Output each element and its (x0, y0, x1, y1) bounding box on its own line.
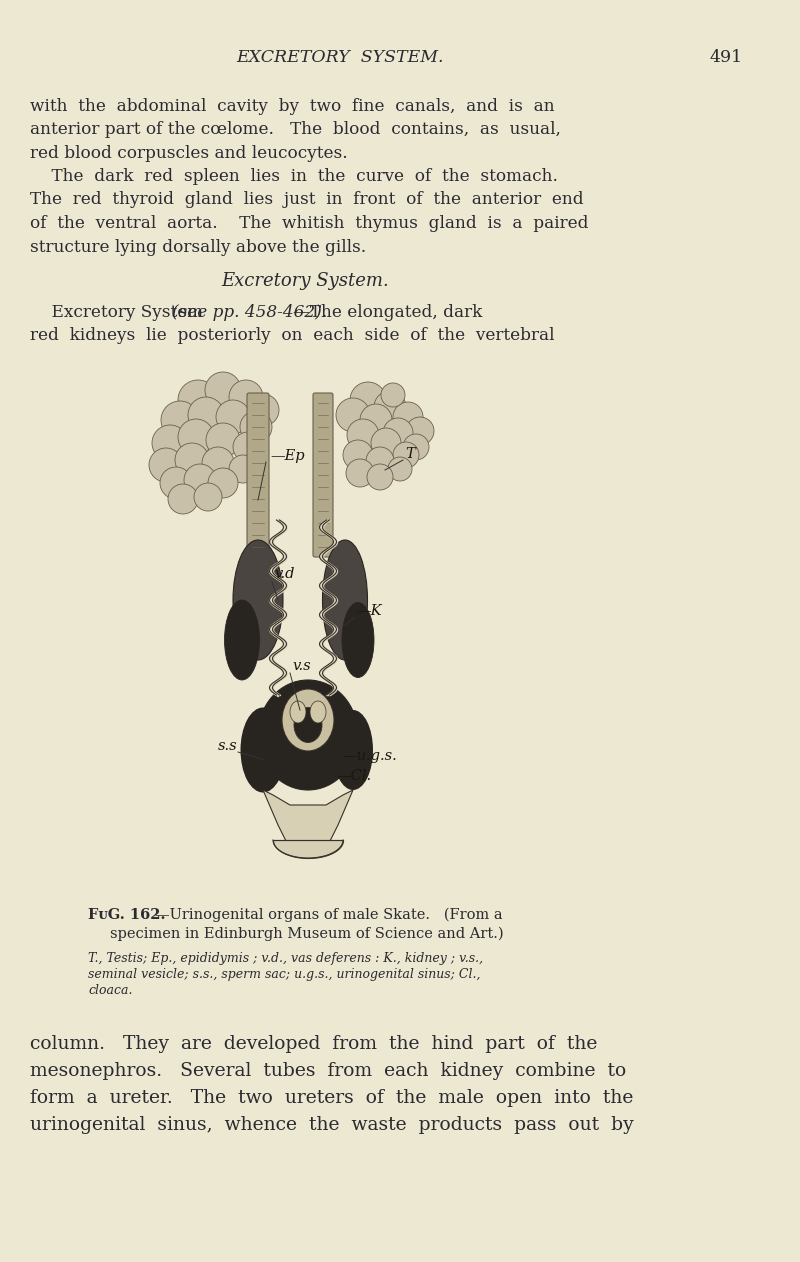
Text: anterior part of the cœlome.   The  blood  contains,  as  usual,: anterior part of the cœlome. The blood c… (30, 121, 561, 139)
Text: v.d: v.d (274, 567, 294, 581)
Text: red blood corpuscles and leucocytes.: red blood corpuscles and leucocytes. (30, 145, 348, 162)
Circle shape (403, 434, 429, 461)
Circle shape (161, 401, 199, 439)
Text: red  kidneys  lie  posteriorly  on  each  side  of  the  vertebral: red kidneys lie posteriorly on each side… (30, 328, 554, 345)
Circle shape (381, 382, 405, 408)
Circle shape (343, 440, 373, 469)
Circle shape (160, 467, 192, 498)
Ellipse shape (241, 708, 286, 793)
Text: —The elongated, dark: —The elongated, dark (293, 304, 482, 321)
Circle shape (194, 483, 222, 511)
Ellipse shape (290, 700, 306, 723)
Circle shape (175, 443, 209, 477)
FancyBboxPatch shape (313, 392, 333, 557)
Text: EXCRETORY  SYSTEM.: EXCRETORY SYSTEM. (236, 48, 444, 66)
Text: —Urinogenital organs of male Skate.   (From a: —Urinogenital organs of male Skate. (Fro… (155, 907, 502, 923)
Circle shape (336, 398, 370, 432)
Text: T., Testis; Ep., epididymis ; v.d., vas deferens : K., kidney ; v.s.,: T., Testis; Ep., epididymis ; v.d., vas … (88, 952, 483, 965)
Ellipse shape (322, 540, 367, 660)
Ellipse shape (333, 711, 373, 790)
Circle shape (202, 447, 234, 480)
Circle shape (178, 380, 218, 420)
Circle shape (366, 447, 394, 475)
Circle shape (208, 468, 238, 498)
Text: The  red  thyroid  gland  lies  just  in  front  of  the  anterior  end: The red thyroid gland lies just in front… (30, 192, 584, 208)
Text: specimen in Edinburgh Museum of Science and Art.): specimen in Edinburgh Museum of Science … (110, 928, 504, 941)
Circle shape (229, 456, 257, 483)
Text: —Ep: —Ep (270, 449, 305, 463)
Text: T: T (405, 447, 414, 461)
Text: mesonephros.   Several  tubes  from  each  kidney  combine  to: mesonephros. Several tubes from each kid… (30, 1063, 626, 1080)
Text: FᴜG. 162.: FᴜG. 162. (88, 907, 166, 923)
Circle shape (149, 448, 183, 482)
Circle shape (152, 425, 188, 461)
Circle shape (229, 380, 263, 414)
Text: The  dark  red  spleen  lies  in  the  curve  of  the  stomach.: The dark red spleen lies in the curve of… (30, 168, 558, 186)
Circle shape (388, 457, 412, 481)
Text: —K: —K (356, 604, 382, 618)
Circle shape (393, 403, 423, 432)
Ellipse shape (258, 680, 358, 790)
Text: Excretory System: Excretory System (30, 304, 209, 321)
Text: (see pp. 458-462).: (see pp. 458-462). (172, 304, 327, 321)
Text: Excretory System.: Excretory System. (221, 273, 389, 290)
Circle shape (168, 485, 198, 514)
Ellipse shape (310, 700, 326, 723)
Text: of  the  ventral  aorta.    The  whitish  thymus  gland  is  a  paired: of the ventral aorta. The whitish thymus… (30, 215, 589, 232)
Circle shape (374, 391, 406, 423)
Text: form  a  ureter.   The  two  ureters  of  the  male  open  into  the: form a ureter. The two ureters of the ma… (30, 1089, 634, 1107)
Circle shape (360, 404, 392, 435)
Circle shape (206, 423, 240, 457)
Circle shape (367, 464, 393, 490)
Circle shape (406, 416, 434, 445)
Text: urinogenital  sinus,  whence  the  waste  products  pass  out  by: urinogenital sinus, whence the waste pro… (30, 1116, 634, 1135)
Ellipse shape (282, 689, 334, 751)
Text: s.s: s.s (218, 740, 238, 753)
Circle shape (350, 382, 386, 418)
Circle shape (247, 394, 279, 427)
Ellipse shape (233, 540, 283, 660)
Ellipse shape (342, 602, 374, 678)
Circle shape (383, 418, 413, 448)
Circle shape (347, 419, 379, 451)
Text: v.s: v.s (292, 659, 310, 673)
Text: cloaca.: cloaca. (88, 984, 133, 997)
Circle shape (240, 411, 272, 443)
FancyBboxPatch shape (247, 392, 269, 557)
Polygon shape (263, 790, 353, 846)
Circle shape (233, 432, 263, 462)
Text: 491: 491 (710, 48, 743, 66)
Circle shape (188, 398, 224, 433)
Circle shape (371, 428, 401, 458)
Text: column.   They  are  developed  from  the  hind  part  of  the: column. They are developed from the hind… (30, 1035, 598, 1053)
Text: structure lying dorsally above the gills.: structure lying dorsally above the gills… (30, 239, 366, 255)
Circle shape (184, 464, 216, 496)
Ellipse shape (294, 708, 322, 742)
Circle shape (216, 400, 250, 434)
Text: —Cl.: —Cl. (336, 769, 371, 782)
Text: seminal vesicle; s.s., sperm sac; u.g.s., urinogenital sinus; Cl.,: seminal vesicle; s.s., sperm sac; u.g.s.… (88, 968, 481, 981)
Circle shape (205, 372, 241, 408)
Text: —u.g.s.: —u.g.s. (342, 750, 397, 764)
Ellipse shape (225, 599, 259, 680)
Circle shape (178, 419, 214, 456)
Text: with  the  abdominal  cavity  by  two  fine  canals,  and  is  an: with the abdominal cavity by two fine ca… (30, 98, 554, 115)
Circle shape (346, 459, 374, 487)
Circle shape (393, 442, 419, 468)
